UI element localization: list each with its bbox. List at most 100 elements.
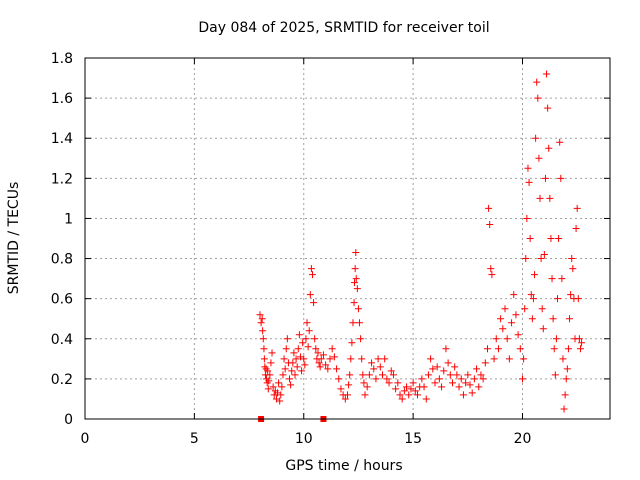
data-point [492, 335, 500, 343]
data-point [544, 104, 552, 112]
x-tick-label: 5 [190, 431, 199, 447]
data-point [567, 291, 575, 299]
data-point [400, 387, 408, 395]
data-point [359, 371, 367, 379]
data-point [548, 275, 556, 283]
data-point [282, 345, 290, 353]
data-point [575, 335, 583, 343]
data-point [260, 355, 268, 363]
data-point [424, 371, 432, 379]
data-point [510, 291, 518, 299]
data-point [286, 375, 294, 383]
data-point [560, 405, 568, 413]
data-point [566, 315, 574, 323]
data-point [554, 295, 561, 303]
data-point [361, 391, 369, 399]
data-point [541, 174, 549, 182]
tick-labels: 0 0.2 0.4 0.6 0.8 1 1.2 1.4 1.6 1.8 0 5 10 15 20 [51, 51, 532, 447]
data-point [516, 345, 524, 353]
y-tick-label: 0.4 [51, 332, 73, 348]
data-point [501, 305, 509, 313]
data-point [315, 359, 323, 367]
data-point [335, 375, 343, 383]
data-point [569, 265, 577, 273]
data-point [440, 367, 448, 375]
y-tick-label: 0.8 [51, 252, 73, 268]
data-point [468, 389, 476, 397]
data-point [420, 383, 428, 391]
data-point [486, 220, 494, 228]
data-point [333, 365, 341, 373]
data-point [307, 265, 315, 273]
data-point [290, 349, 298, 357]
data-point [563, 365, 571, 373]
data-point [534, 94, 542, 102]
y-tick-label: 1.6 [51, 91, 73, 107]
data-point [537, 255, 545, 263]
data-point [392, 385, 400, 393]
data-point [427, 355, 435, 363]
data-point [301, 361, 309, 369]
data-point [259, 327, 267, 335]
data-point [479, 375, 487, 383]
data-point [322, 361, 330, 369]
data-point [551, 371, 559, 379]
data-point [573, 204, 581, 212]
data-point [288, 367, 296, 375]
data-point [394, 379, 402, 387]
data-point [431, 379, 439, 387]
data-point [383, 375, 391, 383]
data-point [449, 379, 456, 387]
data-point [429, 365, 437, 373]
data-point [264, 385, 272, 393]
data-point [291, 371, 299, 379]
data-point [346, 371, 354, 379]
x-tick-label: 10 [295, 431, 313, 447]
data-point [555, 235, 563, 242]
data-point [532, 134, 540, 142]
data-point [549, 315, 557, 323]
data-point [531, 271, 539, 279]
data-point [349, 319, 357, 327]
data-point [302, 335, 310, 343]
data-point [557, 174, 565, 182]
data-point [470, 375, 478, 383]
axis-ticks [84, 57, 610, 420]
data-point [317, 355, 325, 363]
data-point [574, 295, 582, 303]
data-point [418, 375, 426, 383]
data-point [451, 363, 459, 371]
data-point [257, 319, 265, 327]
data-point [405, 391, 413, 399]
data-point [453, 371, 461, 379]
data-point [546, 194, 554, 202]
data-point [269, 383, 277, 391]
data-point [277, 391, 285, 399]
data-point [464, 371, 472, 379]
data-point [326, 355, 334, 363]
data-point [351, 265, 359, 273]
data-point [487, 265, 495, 273]
data-point [547, 235, 555, 242]
data-point [525, 178, 533, 186]
data-point [522, 255, 530, 263]
data-point [526, 235, 534, 242]
data-point [389, 371, 397, 379]
data-point [539, 325, 547, 333]
data-point [411, 387, 419, 395]
data-point [438, 383, 446, 391]
data-point [442, 345, 450, 353]
data-point [385, 379, 393, 387]
data-point [512, 311, 520, 319]
data-point [299, 339, 307, 347]
data-point [276, 397, 284, 405]
data-point [319, 351, 327, 359]
data-point [462, 379, 470, 387]
data-point [528, 315, 536, 323]
data-point [529, 295, 537, 303]
data-point [505, 355, 513, 363]
data-point [409, 379, 417, 387]
data-point [292, 355, 300, 363]
data-point [354, 305, 362, 313]
data-point [314, 349, 322, 357]
